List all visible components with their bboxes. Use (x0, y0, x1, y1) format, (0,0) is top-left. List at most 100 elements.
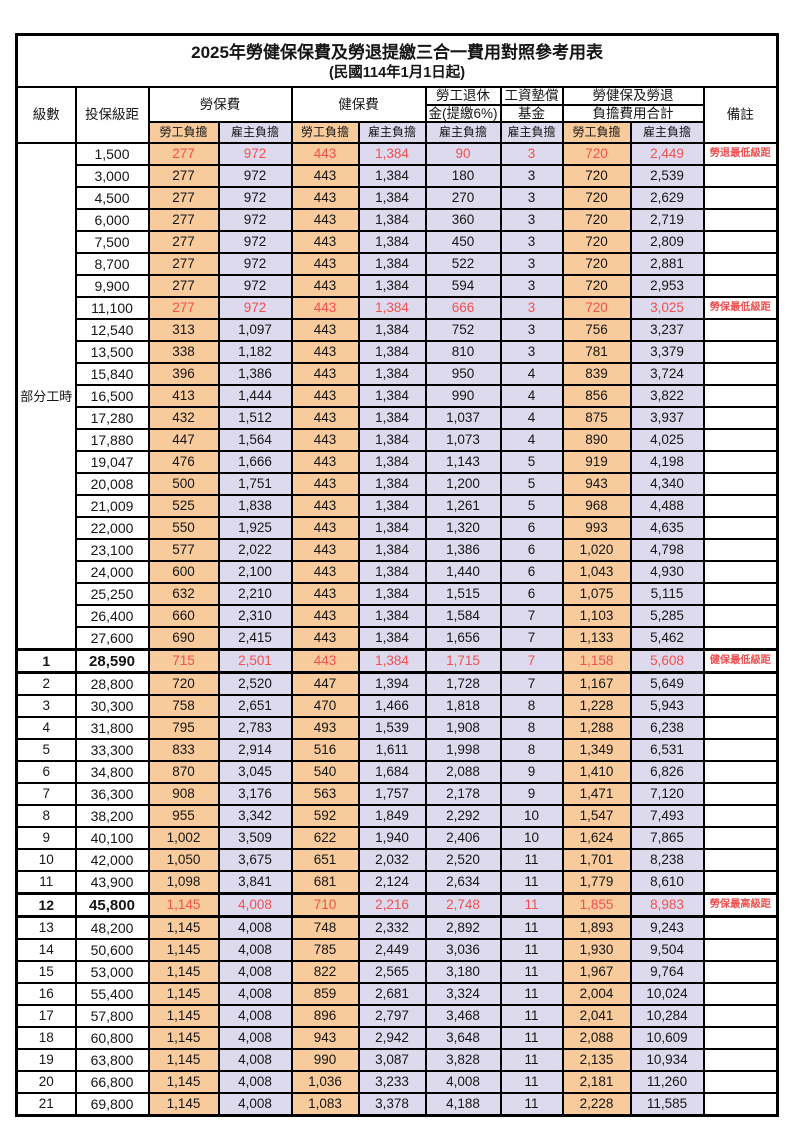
table-row: 19 63,800 1,145 4,008 990 3,087 3,828 11 2,135 10… (15, 1048, 779, 1073)
table-row: 15,840 396 1,386 443 1,384 950 4 839 3,724 (17, 362, 779, 387)
cell-remark (702, 1092, 779, 1117)
cell-total-employer: 2,539 (629, 164, 705, 189)
cell-pension-employer: 360 (424, 208, 502, 233)
cell-total-employee: 720 (561, 296, 632, 321)
cell-fund-employer: 4 (499, 384, 564, 409)
cell-total-employee: 720 (561, 208, 632, 233)
cell-labor-employer: 2,501 (217, 648, 293, 675)
cell-total-employer: 8,610 (629, 870, 705, 895)
cell-total-employer: 4,488 (629, 494, 705, 519)
cell-pension-employer: 4,188 (424, 1092, 502, 1117)
cell-health-employer: 2,449 (357, 938, 427, 963)
cell-bracket: 11,100 (74, 296, 150, 321)
cell-pension-employer: 2,406 (424, 826, 502, 851)
cell-bracket: 26,400 (74, 604, 150, 629)
cell-remark (702, 938, 779, 963)
cell-fund-employer: 3 (499, 318, 564, 343)
cell-fund-employer: 3 (499, 340, 564, 365)
cell-health-employer: 2,332 (357, 915, 427, 941)
cell-bracket: 17,280 (74, 406, 150, 431)
cell-labor-employer: 2,022 (217, 538, 293, 563)
cell-labor-employee: 500 (147, 472, 220, 497)
cell-fund-employer: 6 (499, 516, 564, 541)
table-row: 26,400 660 2,310 443 1,384 1,584 7 1,103 5,285 (17, 604, 779, 629)
cell-fund-employer: 11 (499, 960, 564, 985)
cell-labor-employee: 1,145 (147, 1048, 220, 1073)
cell-health-employer: 2,565 (357, 960, 427, 985)
cell-health-employee: 443 (290, 186, 360, 211)
cell-labor-employee: 1,145 (147, 1004, 220, 1029)
cell-bracket: 9,900 (74, 274, 150, 299)
cell-bracket: 66,800 (74, 1070, 150, 1095)
col-header-remark: 備註 (702, 85, 779, 145)
cell-total-employer: 10,934 (629, 1048, 705, 1073)
cell-remark (702, 230, 779, 255)
cell-fund-employer: 6 (499, 582, 564, 607)
cell-remark (702, 915, 779, 941)
cell-pension-employer: 1,728 (424, 671, 502, 697)
cell-health-employee: 443 (290, 340, 360, 365)
cell-level: 2 (15, 671, 77, 697)
cell-health-employee: 1,083 (290, 1092, 360, 1117)
cell-health-employee: 443 (290, 230, 360, 255)
cell-pension-employer: 1,143 (424, 450, 502, 475)
cell-bracket: 19,047 (74, 450, 150, 475)
cell-total-employee: 875 (561, 406, 632, 431)
cell-pension-employer: 1,261 (424, 494, 502, 519)
cell-remark (702, 362, 779, 387)
cell-bracket: 63,800 (74, 1048, 150, 1073)
cell-pension-employer: 4,008 (424, 1070, 502, 1095)
cell-health-employee: 447 (290, 671, 360, 697)
cell-bracket: 25,250 (74, 582, 150, 607)
cell-health-employer: 1,384 (357, 186, 427, 211)
cell-total-employee: 2,004 (561, 982, 632, 1007)
table-row: 14 50,600 1,145 4,008 785 2,449 3,036 11 1,930 9,… (15, 938, 779, 963)
cell-health-employer: 3,378 (357, 1092, 427, 1117)
cell-remark (702, 982, 779, 1007)
cell-labor-employee: 632 (147, 582, 220, 607)
cell-remark: 健保最低級距 (702, 648, 779, 675)
table-row: 11,100 277 972 443 1,384 666 3 720 3,025 勞保最低級距 (17, 296, 779, 321)
cell-remark (702, 1070, 779, 1095)
cell-labor-employer: 3,045 (217, 760, 293, 785)
cell-health-employee: 443 (290, 428, 360, 453)
cell-labor-employer: 972 (217, 274, 293, 299)
cell-remark (702, 760, 779, 785)
table-row: 24,000 600 2,100 443 1,384 1,440 6 1,043 4,930 (17, 560, 779, 585)
cell-total-employee: 720 (561, 142, 632, 167)
cell-health-employer: 1,384 (357, 296, 427, 321)
cell-labor-employee: 396 (147, 362, 220, 387)
cell-health-employee: 443 (290, 384, 360, 409)
cell-bracket: 30,300 (74, 694, 150, 719)
cell-bracket: 31,800 (74, 716, 150, 741)
cell-labor-employee: 690 (147, 626, 220, 651)
cell-health-employee: 443 (290, 560, 360, 585)
cell-health-employer: 1,394 (357, 671, 427, 697)
cell-pension-employer: 666 (424, 296, 502, 321)
cell-remark (702, 671, 779, 697)
cell-health-employee: 785 (290, 938, 360, 963)
cell-remark (702, 960, 779, 985)
cell-health-employer: 1,384 (357, 362, 427, 387)
cell-health-employee: 470 (290, 694, 360, 719)
cell-labor-employee: 795 (147, 716, 220, 741)
cell-pension-employer: 1,584 (424, 604, 502, 629)
cell-total-employee: 856 (561, 384, 632, 409)
table-row: 12 45,800 1,145 4,008 710 2,216 2,748 11 1,855 8,… (15, 892, 779, 919)
cell-pension-employer: 3,828 (424, 1048, 502, 1073)
cell-fund-employer: 11 (499, 1026, 564, 1051)
cell-level: 18 (15, 1026, 77, 1051)
subheader-health-employee: 勞工負擔 (290, 121, 360, 145)
cell-labor-employer: 4,008 (217, 1092, 293, 1117)
cell-pension-employer: 450 (424, 230, 502, 255)
cell-remark (702, 848, 779, 873)
cell-bracket: 33,300 (74, 738, 150, 763)
cell-bracket: 45,800 (74, 892, 150, 919)
cell-fund-employer: 3 (499, 142, 564, 167)
cell-labor-employee: 525 (147, 494, 220, 519)
cell-total-employee: 756 (561, 318, 632, 343)
table-row: 6,000 277 972 443 1,384 360 3 720 2,719 (17, 208, 779, 233)
cell-total-employer: 4,340 (629, 472, 705, 497)
cell-labor-employer: 2,651 (217, 694, 293, 719)
cell-remark (702, 274, 779, 299)
